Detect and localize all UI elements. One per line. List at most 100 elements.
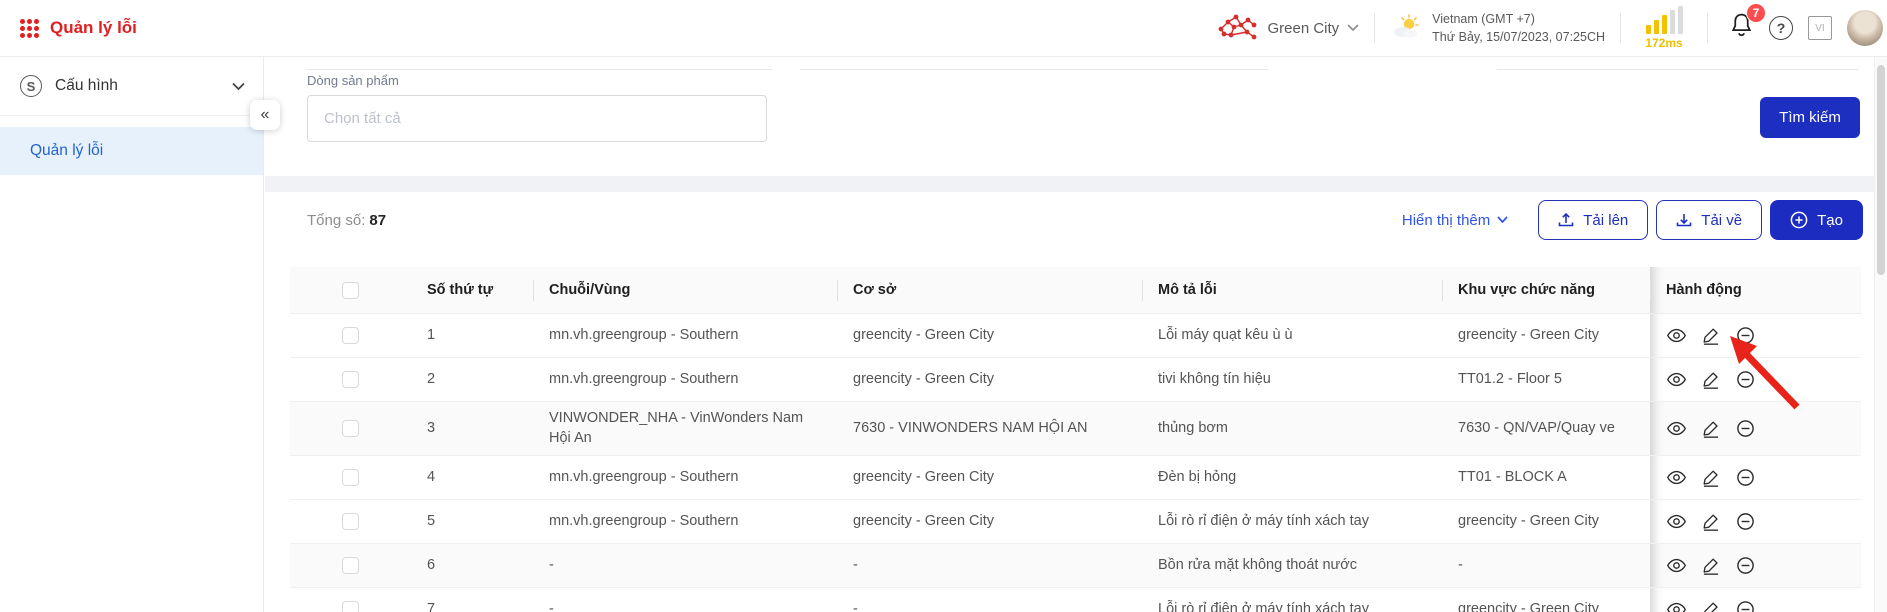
remove-button[interactable] <box>1735 599 1756 612</box>
remove-button[interactable] <box>1735 369 1756 390</box>
top-bar: Quản lý lỗi Green City <box>0 0 1887 57</box>
column-header-stt: Số thứ tự <box>427 281 494 298</box>
row-checkbox[interactable] <box>342 468 359 486</box>
cell-error-description: Lỗi máy quạt kêu ù ù <box>1158 327 1293 344</box>
sidebar-item-error-management[interactable]: Quản lý lỗi <box>0 127 263 175</box>
latency-value: 172ms <box>1645 36 1683 50</box>
notifications-button[interactable]: 7 <box>1729 3 1766 44</box>
cell-order-number: 2 <box>427 371 436 388</box>
edit-pencil-icon <box>1703 470 1719 487</box>
edit-button[interactable] <box>1701 511 1721 532</box>
list-panel: Tổng số: 87 Hiển thị thêm Tải <box>265 192 1887 612</box>
edit-button[interactable] <box>1701 555 1721 576</box>
row-checkbox[interactable] <box>342 371 359 388</box>
app-logo: Quản lý lỗi <box>20 18 137 38</box>
timezone-label: Vietnam (GMT +7) <box>1432 11 1535 26</box>
divider <box>1620 13 1621 43</box>
cutoff-input-edge <box>800 69 1268 70</box>
scrollbar-thumb[interactable] <box>1877 65 1885 275</box>
row-checkbox[interactable] <box>342 419 359 437</box>
show-more-button[interactable]: Hiển thị thêm <box>1402 212 1508 229</box>
cell-chain-region: mn.vh.greengroup - Southern <box>549 512 739 529</box>
scrollbar-track[interactable] <box>1874 57 1887 612</box>
cell-order-number: 6 <box>427 556 436 573</box>
sidebar-group-label: Cấu hình <box>55 77 118 94</box>
eye-icon <box>1666 328 1687 343</box>
cell-functional-area: greencity - Green City <box>1458 512 1600 529</box>
user-avatar[interactable] <box>1847 10 1883 46</box>
download-icon <box>1676 214 1692 227</box>
total-count: Tổng số: 87 <box>307 212 386 229</box>
edit-button[interactable] <box>1701 467 1721 488</box>
latency-indicator: 172ms <box>1636 6 1692 50</box>
minus-circle-icon <box>1737 600 1754 612</box>
column-header-area: Khu vực chức năng <box>1442 267 1650 313</box>
total-value: 87 <box>369 211 387 229</box>
row-checkbox[interactable] <box>342 556 359 574</box>
cell-error-description: Lỗi rò rỉ điện ở máy tính xách tay <box>1158 512 1369 529</box>
language-selector[interactable]: VI <box>1808 16 1832 40</box>
cell-functional-area: 7630 - QN/VAP/Quay ve <box>1458 420 1615 437</box>
edit-button[interactable] <box>1701 599 1721 612</box>
eye-icon <box>1666 558 1687 572</box>
view-button[interactable] <box>1666 511 1687 532</box>
cell-chain-region: - <box>549 600 554 612</box>
select-all-checkbox[interactable] <box>342 281 359 299</box>
view-button[interactable] <box>1666 418 1687 439</box>
column-header-desc: Mô tả lỗi <box>1142 267 1442 313</box>
download-label: Tải về <box>1701 211 1743 229</box>
edit-pencil-icon <box>1704 602 1718 612</box>
cell-order-number: 7 <box>427 600 436 612</box>
cell-functional-area: greencity - Green City <box>1458 327 1600 344</box>
view-button[interactable] <box>1666 555 1687 576</box>
table-body: 1 mn.vh.greengroup - Southern greencity … <box>290 314 1861 612</box>
edit-pencil-icon <box>1703 328 1719 345</box>
config-icon: S <box>20 75 42 97</box>
chevron-down-icon <box>1497 216 1508 224</box>
help-button[interactable]: ? <box>1769 16 1793 40</box>
create-button[interactable]: Tạo <box>1770 200 1863 240</box>
table-toolbar: Tổng số: 87 Hiển thị thêm Tải <box>265 200 1887 240</box>
row-checkbox[interactable] <box>342 512 359 530</box>
table-header: Số thứ tự Chuỗi/Vùng Cơ sở Mô tả lỗi Khu… <box>290 267 1861 314</box>
search-button[interactable]: Tìm kiếm <box>1760 97 1860 138</box>
view-button[interactable] <box>1666 599 1687 612</box>
cell-error-description: Lỗi rò rỉ điện ở máy tính xách tay <box>1158 600 1369 612</box>
view-button[interactable] <box>1666 467 1687 488</box>
remove-button[interactable] <box>1735 467 1756 488</box>
edit-button[interactable] <box>1701 369 1721 390</box>
download-button[interactable]: Tải về <box>1656 200 1763 240</box>
sidebar-group-config[interactable]: S Cấu hình <box>0 57 263 116</box>
toolbar-actions: Hiển thị thêm Tải lên <box>1402 200 1863 240</box>
product-line-select[interactable] <box>307 95 767 142</box>
cutoff-input-edge <box>1497 69 1858 70</box>
table-row: 2 mn.vh.greengroup - Southern greencity … <box>290 358 1861 402</box>
main-content: Dòng sản phẩm Tìm kiếm Tổng số:87 Hiển t… <box>265 57 1887 612</box>
divider <box>1374 13 1376 43</box>
product-line-label: Dòng sản phẩm <box>307 73 399 88</box>
remove-button[interactable] <box>1735 555 1756 576</box>
table-row: 3 VINWONDER_NHA - VinWonders Nam Hội An … <box>290 402 1861 456</box>
edit-pencil-icon <box>1703 514 1719 531</box>
table-row: 5 mn.vh.greengroup - Southern greencity … <box>290 499 1861 544</box>
remove-button[interactable] <box>1735 418 1756 439</box>
remove-button[interactable] <box>1735 325 1756 346</box>
row-checkbox[interactable] <box>342 600 359 612</box>
remove-button[interactable] <box>1735 511 1756 532</box>
chevron-down-icon <box>232 82 245 90</box>
row-checkbox[interactable] <box>342 327 359 344</box>
view-button[interactable] <box>1666 369 1687 390</box>
edit-button[interactable] <box>1701 325 1721 346</box>
cell-facility: - <box>853 600 858 612</box>
edit-button[interactable] <box>1701 418 1721 439</box>
cell-chain-region: - <box>549 556 554 573</box>
minus-circle-icon <box>1737 512 1754 530</box>
eye-icon <box>1666 602 1687 612</box>
sidebar-collapse-button[interactable]: « <box>250 100 280 130</box>
org-name: Green City <box>1267 19 1340 37</box>
minus-circle-icon <box>1737 419 1754 437</box>
upload-button[interactable]: Tải lên <box>1538 200 1649 240</box>
view-button[interactable] <box>1666 325 1687 346</box>
org-switcher[interactable]: Green City <box>1217 13 1359 43</box>
